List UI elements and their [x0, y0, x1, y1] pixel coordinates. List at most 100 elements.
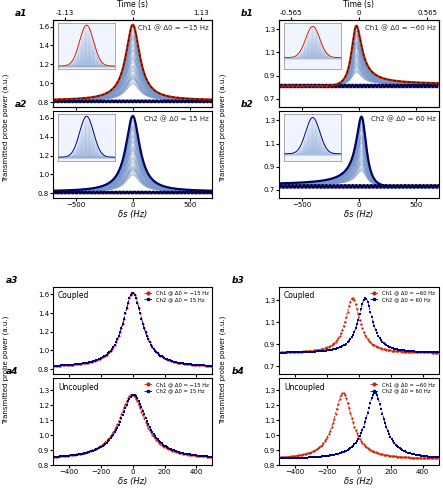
Point [344, 398, 351, 406]
Point [191, 452, 198, 460]
Point [300, 450, 307, 458]
Point [177, 359, 184, 367]
Point [392, 347, 399, 355]
Point [338, 342, 346, 350]
Point [313, 453, 320, 461]
Point [316, 452, 323, 460]
Point [285, 454, 292, 462]
Point [344, 338, 351, 346]
Point [407, 347, 414, 355]
Point [105, 350, 112, 358]
Point [135, 397, 142, 405]
Point [340, 390, 347, 398]
Point [191, 451, 198, 459]
Point [428, 454, 435, 462]
Point [301, 348, 308, 356]
Point [207, 362, 214, 370]
Point [426, 348, 433, 356]
Point [95, 444, 102, 452]
Point [300, 454, 307, 462]
Point [410, 454, 417, 462]
Point [330, 345, 338, 353]
Point [295, 348, 302, 356]
Point [383, 424, 390, 432]
Point [90, 446, 97, 454]
Point [434, 454, 441, 462]
Point [352, 300, 359, 308]
Point [312, 453, 319, 461]
Point [127, 290, 134, 298]
Point [169, 446, 176, 454]
Point [106, 348, 113, 356]
Point [396, 453, 403, 461]
Point [423, 452, 430, 460]
Point [56, 452, 63, 460]
Point [352, 438, 359, 446]
Point [414, 451, 421, 459]
Point [337, 330, 344, 338]
Point [181, 360, 188, 368]
Point [55, 362, 62, 370]
Point [128, 390, 136, 398]
Point [198, 362, 205, 370]
Point [98, 354, 105, 362]
Point [407, 454, 414, 462]
Point [167, 446, 175, 454]
Point [372, 326, 379, 334]
Text: Ch1 @ Δ0 = −60 Hz: Ch1 @ Δ0 = −60 Hz [365, 24, 435, 31]
Point [186, 450, 193, 458]
Point [385, 452, 392, 460]
Point [86, 448, 93, 456]
Point [120, 314, 128, 322]
Point [102, 352, 109, 360]
Point [146, 338, 153, 346]
Point [107, 432, 114, 440]
Point [161, 354, 168, 362]
Point [177, 449, 184, 457]
Point [93, 356, 100, 364]
Point [173, 358, 180, 366]
Text: Transmitted probe power (a.u.): Transmitted probe power (a.u.) [219, 316, 226, 424]
Point [361, 331, 369, 339]
Point [414, 348, 421, 356]
Point [72, 360, 79, 368]
Point [153, 436, 160, 444]
Point [373, 392, 381, 400]
Point [420, 454, 427, 462]
Point [66, 361, 73, 369]
Point [85, 448, 92, 456]
Point [78, 450, 85, 458]
Point [167, 357, 175, 365]
Point [161, 442, 168, 450]
Point [83, 359, 90, 367]
Point [60, 362, 67, 370]
Point [293, 348, 300, 356]
Point [79, 360, 86, 368]
Point [399, 346, 406, 354]
Point [291, 348, 298, 356]
Point [106, 436, 113, 444]
Text: Transmitted probe power (a.u.): Transmitted probe power (a.u.) [219, 74, 226, 182]
Point [326, 346, 334, 354]
Point [352, 426, 359, 434]
Point [418, 348, 425, 356]
Point [430, 453, 437, 461]
Point [354, 430, 361, 438]
Point [356, 434, 363, 442]
Point [159, 442, 167, 450]
Point [60, 452, 67, 460]
Point [355, 310, 362, 318]
Point [139, 411, 146, 419]
Point [333, 336, 340, 344]
Point [319, 347, 326, 355]
Point [158, 352, 165, 360]
Point [330, 414, 338, 422]
Point [307, 454, 314, 462]
Point [195, 452, 202, 460]
Point [155, 437, 163, 445]
Point [203, 452, 210, 460]
Point [113, 338, 120, 346]
Point [372, 448, 379, 456]
Point [359, 438, 366, 446]
Point [428, 348, 435, 356]
